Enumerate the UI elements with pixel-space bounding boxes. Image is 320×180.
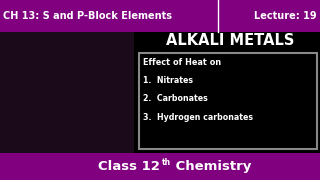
FancyBboxPatch shape — [139, 53, 317, 148]
Text: th: th — [162, 158, 171, 167]
Text: Effect of Heat on: Effect of Heat on — [143, 58, 221, 67]
Text: Class 12: Class 12 — [98, 160, 160, 173]
FancyBboxPatch shape — [0, 0, 320, 32]
Text: CH 13: S and P-Block Elements: CH 13: S and P-Block Elements — [3, 11, 172, 21]
Text: Chemistry: Chemistry — [171, 160, 252, 173]
Text: ALKALI METALS: ALKALI METALS — [166, 33, 295, 48]
Text: 2.  Carbonates: 2. Carbonates — [143, 94, 208, 103]
FancyBboxPatch shape — [0, 32, 134, 153]
FancyBboxPatch shape — [0, 153, 320, 180]
Text: 1.  Nitrates: 1. Nitrates — [143, 76, 193, 85]
Text: Lecture: 19: Lecture: 19 — [254, 11, 317, 21]
Text: 3.  Hydrogen carbonates: 3. Hydrogen carbonates — [143, 113, 253, 122]
FancyBboxPatch shape — [134, 32, 320, 153]
